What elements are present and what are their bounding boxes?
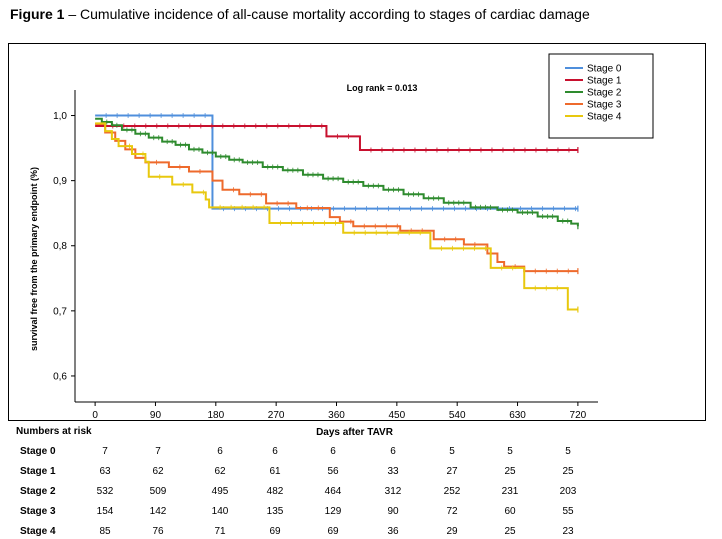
risk-cell: 72	[446, 506, 458, 517]
risk-cell: 33	[387, 466, 399, 477]
x-tick-label: 630	[509, 410, 526, 421]
legend-entry: Stage 0	[587, 64, 622, 75]
legend-entry: Stage 4	[587, 112, 622, 123]
risk-cell: 23	[562, 526, 574, 537]
x-tick-label: 720	[570, 410, 587, 421]
risk-cell: 495	[211, 486, 229, 497]
risk-row-label: Stage 0	[20, 446, 56, 457]
figure-label: Figure 1	[10, 6, 65, 22]
risk-cell: 142	[149, 506, 167, 517]
risk-cell: 29	[446, 526, 458, 537]
risk-cell: 532	[96, 486, 114, 497]
log-rank-annotation: Log rank = 0.013	[347, 83, 418, 93]
x-tick-label: 450	[389, 410, 406, 421]
risk-cell: 56	[327, 466, 339, 477]
series-line-stage-1	[95, 124, 578, 152]
risk-cell: 76	[152, 526, 164, 537]
risk-cell: 5	[565, 446, 571, 457]
risk-cell: 63	[99, 466, 111, 477]
risk-row-label: Stage 2	[20, 486, 56, 497]
y-tick-label: 0,8	[53, 241, 67, 252]
y-tick-label: 1,0	[53, 111, 67, 122]
risk-cell: 129	[324, 506, 342, 517]
risk-cell: 482	[266, 486, 284, 497]
risk-cell: 7	[155, 446, 161, 457]
risk-cell: 5	[507, 446, 513, 457]
x-tick-label: 540	[449, 410, 466, 421]
risk-cell: 252	[443, 486, 461, 497]
series-line-stage-3	[95, 122, 578, 273]
risk-cell: 71	[214, 526, 226, 537]
risk-cell: 85	[99, 526, 111, 537]
risk-row-label: Stage 1	[20, 466, 56, 477]
series-line-stage-0	[95, 114, 578, 210]
risk-cell: 25	[504, 526, 516, 537]
risk-cell: 55	[562, 506, 574, 517]
risk-cell: 60	[504, 506, 516, 517]
x-tick-label: 0	[92, 410, 98, 421]
legend-entry: Stage 1	[587, 76, 622, 87]
y-axis-label: survival free from the primary endpoint …	[29, 167, 39, 351]
risk-cell: 61	[269, 466, 281, 477]
chart-frame	[8, 43, 706, 421]
risk-cell: 6	[272, 446, 278, 457]
risk-cell: 140	[211, 506, 229, 517]
risk-cell: 25	[504, 466, 516, 477]
x-tick-label: 180	[207, 410, 224, 421]
series-line-stage-2	[95, 117, 579, 227]
risk-cell: 27	[446, 466, 458, 477]
risk-cell: 154	[96, 506, 114, 517]
risk-table-heading: Numbers at risk	[16, 426, 92, 437]
risk-cell: 464	[324, 486, 342, 497]
risk-cell: 509	[149, 486, 167, 497]
x-tick-label: 270	[268, 410, 285, 421]
risk-cell: 231	[501, 486, 519, 497]
risk-cell: 36	[387, 526, 399, 537]
risk-row-label: Stage 4	[20, 526, 56, 537]
risk-cell: 7	[102, 446, 108, 457]
legend-entry: Stage 2	[587, 88, 622, 99]
risk-cell: 6	[390, 446, 396, 457]
risk-cell: 6	[217, 446, 223, 457]
risk-cell: 25	[562, 466, 574, 477]
figure-caption: – Cumulative incidence of all-cause mort…	[64, 6, 590, 22]
risk-cell: 203	[559, 486, 577, 497]
figure-title: Figure 1 – Cumulative incidence of all-c…	[10, 6, 590, 22]
risk-cell: 5	[449, 446, 455, 457]
y-tick-label: 0,9	[53, 176, 67, 187]
legend-entry: Stage 3	[587, 100, 622, 111]
risk-row-label: Stage 3	[20, 506, 56, 517]
x-tick-label: 360	[328, 410, 345, 421]
x-tick-label: 90	[150, 410, 162, 421]
risk-cell: 62	[214, 466, 226, 477]
series-line-stage-4	[95, 122, 578, 311]
y-tick-label: 0,7	[53, 306, 67, 317]
risk-cell: 312	[384, 486, 402, 497]
y-tick-label: 0,6	[53, 371, 67, 382]
risk-cell: 6	[330, 446, 336, 457]
risk-cell: 62	[152, 466, 164, 477]
risk-cell: 135	[266, 506, 284, 517]
risk-cell: 69	[327, 526, 339, 537]
risk-cell: 90	[387, 506, 399, 517]
x-axis-label: Days after TAVR	[316, 427, 394, 438]
risk-cell: 69	[269, 526, 281, 537]
